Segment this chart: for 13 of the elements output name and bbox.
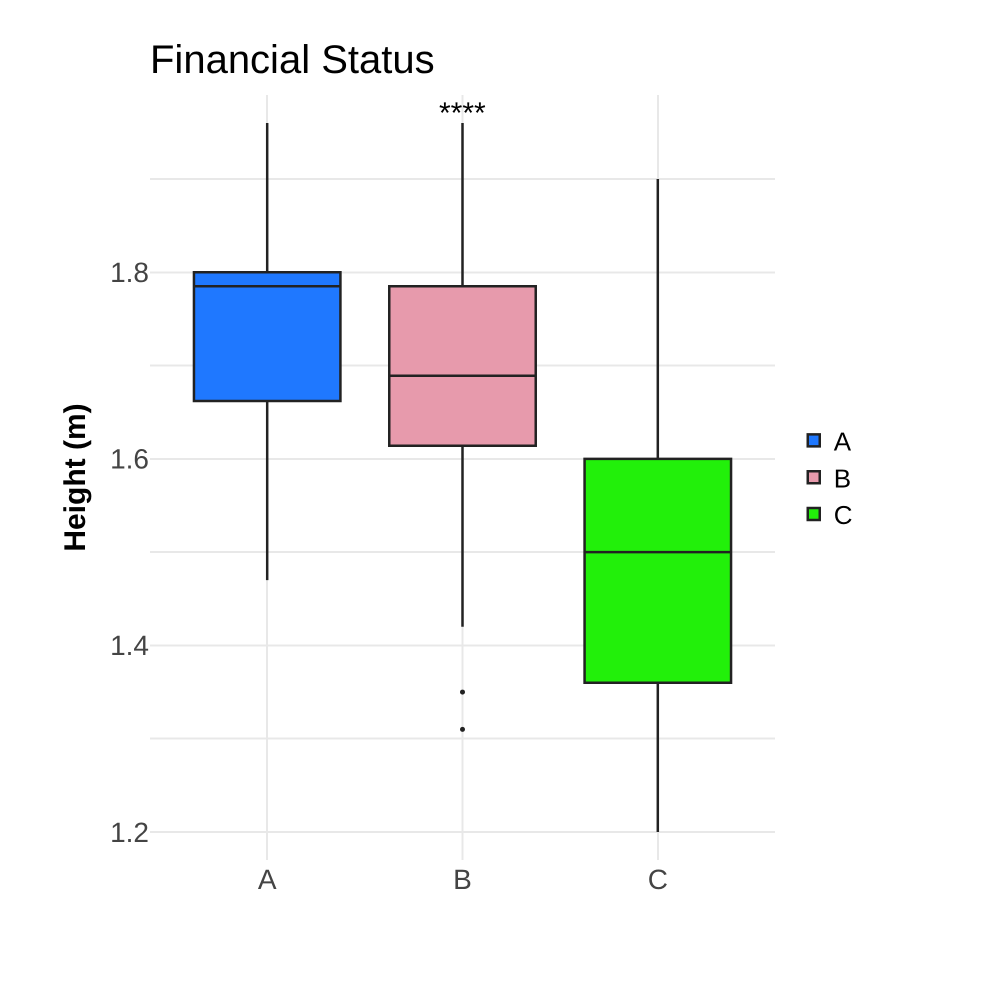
y-axis-title: Height (m) bbox=[59, 403, 92, 552]
x-tick-label: B bbox=[453, 864, 472, 895]
legend-label: C bbox=[834, 500, 853, 530]
annotation: **** bbox=[439, 97, 486, 130]
y-tick-label: 1.8 bbox=[110, 257, 149, 288]
y-tick-label: 1.2 bbox=[110, 816, 149, 848]
legend-label: A bbox=[834, 426, 852, 457]
chart-title: Financial Status bbox=[150, 38, 435, 82]
y-tick-label: 1.6 bbox=[110, 444, 149, 475]
y-tick-label: 1.4 bbox=[110, 630, 149, 662]
legend-label: B bbox=[834, 463, 852, 494]
x-tick-label: C bbox=[648, 864, 668, 895]
x-tick-label: A bbox=[258, 864, 277, 895]
